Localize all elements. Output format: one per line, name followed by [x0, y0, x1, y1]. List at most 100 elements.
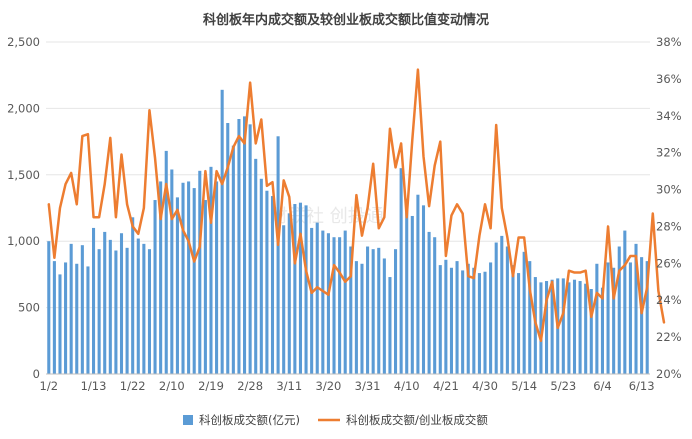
ratio-line [47, 68, 666, 343]
bar [153, 200, 157, 374]
bar [477, 273, 481, 374]
bar [433, 237, 437, 374]
bar [338, 237, 342, 374]
legend-label-bar: 科创板成交额(亿元) [199, 413, 300, 427]
x-tick-label: 3/31 [355, 379, 381, 393]
bar [75, 263, 79, 374]
bar [147, 249, 152, 374]
x-tick-label: 4/30 [472, 379, 498, 393]
bar [399, 168, 403, 374]
bar [114, 250, 118, 374]
bar [416, 194, 420, 374]
bar [270, 196, 275, 374]
x-tick-label: 5/23 [550, 379, 576, 393]
bar [198, 170, 202, 374]
bar [449, 267, 454, 374]
bar-series [47, 89, 649, 375]
bar [595, 263, 599, 374]
bar [472, 267, 476, 374]
x-tick-label: 6/4 [593, 379, 612, 393]
bar [489, 262, 493, 374]
bar [293, 204, 297, 374]
x-tick-label: 6/13 [629, 379, 655, 393]
bar [164, 150, 168, 374]
bar [108, 239, 112, 374]
bar [226, 123, 230, 375]
bar [237, 119, 241, 374]
bar [366, 246, 370, 374]
bar [119, 233, 124, 374]
y-right-tick-label: 24% [656, 293, 682, 307]
bar [377, 247, 381, 374]
bar [405, 198, 409, 374]
bar [410, 215, 414, 374]
bar [97, 249, 101, 374]
bar [517, 273, 521, 374]
legend: 科创板成交额(亿元) 科创板成交额/创业板成交额 [183, 413, 488, 427]
bar [315, 222, 319, 374]
bar [47, 241, 51, 374]
bar [91, 227, 96, 374]
bar [640, 257, 644, 374]
y-right-tick-label: 32% [656, 146, 682, 160]
bar [248, 124, 252, 374]
bar [326, 233, 330, 374]
legend-label-line: 科创板成交额/创业板成交额 [346, 413, 488, 427]
bar [623, 230, 627, 374]
bar [455, 261, 459, 374]
bar [142, 243, 146, 374]
y-right-tick-label: 34% [656, 109, 682, 123]
x-tick-label: 3/20 [316, 379, 342, 393]
bar [444, 259, 448, 374]
bar [125, 247, 129, 374]
bar [170, 169, 174, 374]
bar [427, 231, 431, 374]
y-right-tick-label: 36% [656, 72, 682, 86]
bar [483, 271, 487, 374]
bar [276, 136, 280, 374]
bar [175, 197, 179, 374]
bar [354, 261, 358, 374]
bar [421, 205, 426, 374]
chart-title: 科创板年内成交额及较创业板成交额比值变动情况 [203, 12, 489, 28]
bar [136, 238, 140, 374]
x-tick-label: 1/13 [81, 379, 107, 393]
bar [645, 261, 649, 374]
y-right-tick-label: 20% [656, 367, 682, 381]
y-right-tick-label: 26% [656, 256, 682, 270]
y-left-tick-label: 1,500 [7, 168, 40, 182]
bar [304, 205, 308, 374]
bar [393, 249, 398, 374]
y-left-tick-label: 1,000 [7, 234, 40, 248]
bar [438, 265, 442, 374]
bar [544, 281, 549, 374]
x-tick-label: 2/28 [237, 379, 263, 393]
bar [494, 242, 498, 374]
bar [259, 178, 263, 374]
bar [561, 278, 565, 374]
bar [64, 262, 68, 374]
bar [159, 181, 163, 374]
bar [600, 287, 605, 374]
x-tick-label: 5/14 [511, 379, 537, 393]
bar [80, 245, 84, 374]
x-tick-label: 1/22 [120, 379, 146, 393]
bar [505, 246, 509, 374]
bar [69, 243, 73, 374]
bar [634, 243, 638, 374]
bar [52, 261, 56, 374]
bar [265, 190, 269, 374]
bar [254, 158, 258, 374]
x-tick-label: 2/19 [198, 379, 224, 393]
bar [203, 200, 207, 374]
bar [388, 277, 392, 374]
grid-lines [46, 41, 650, 309]
x-tick-label: 3/11 [276, 379, 302, 393]
bar [584, 283, 588, 374]
y-left-tick-label: 0 [33, 367, 40, 381]
bar [628, 262, 632, 374]
bar [187, 181, 191, 374]
bar [382, 258, 386, 374]
